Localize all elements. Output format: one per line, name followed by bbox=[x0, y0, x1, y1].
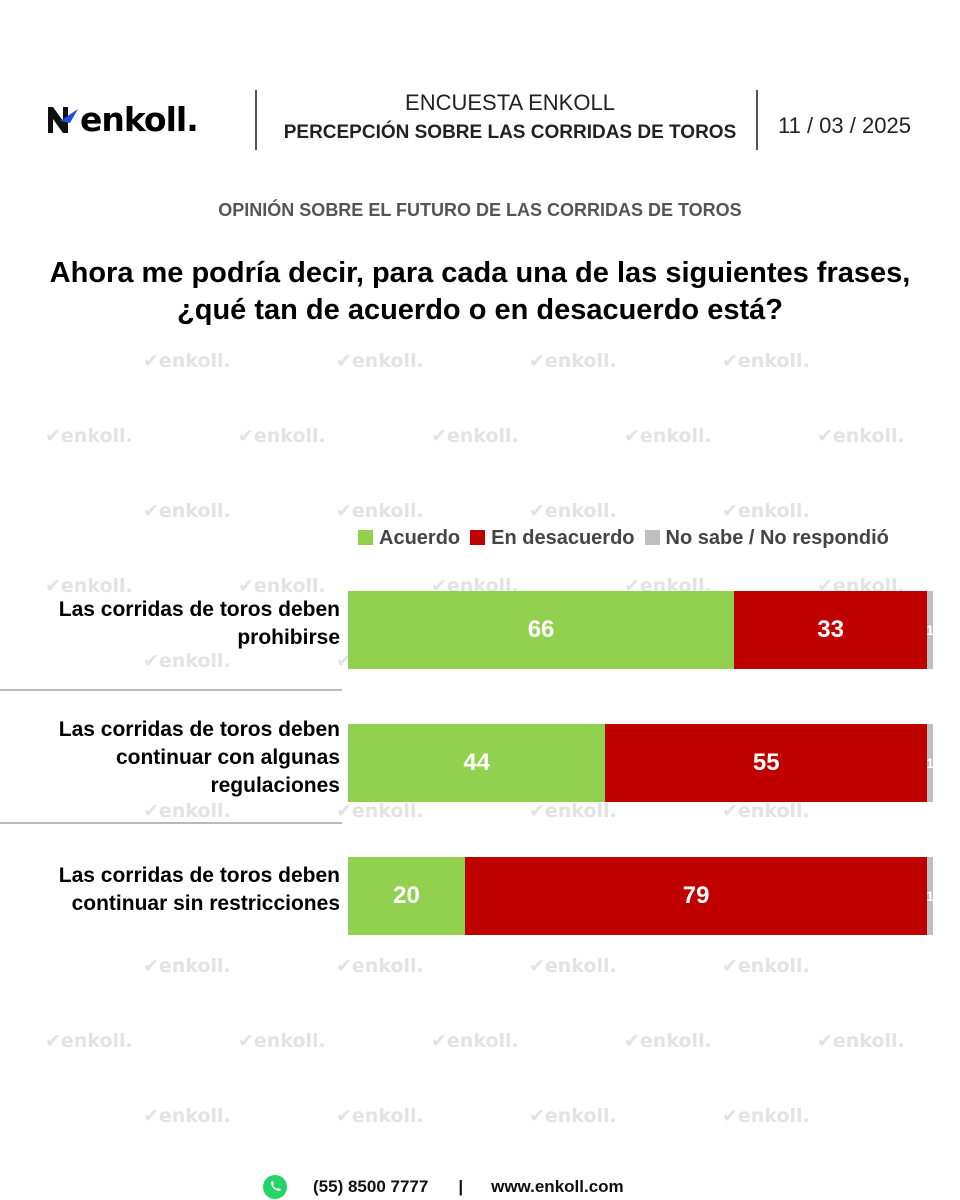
watermark-logo: ✔enkoll. bbox=[624, 425, 712, 447]
row-separator bbox=[0, 822, 342, 824]
legend-swatch bbox=[358, 530, 373, 545]
logo-mark-icon bbox=[48, 106, 78, 133]
bar-segment-acuerdo: 20 bbox=[348, 857, 465, 935]
watermark-logo: ✔enkoll. bbox=[722, 955, 810, 977]
enkoll-logo: enkoll. bbox=[46, 100, 199, 139]
watermark-logo: ✔enkoll. bbox=[722, 800, 810, 822]
watermark-logo: ✔enkoll. bbox=[336, 500, 424, 522]
watermark-logo: ✔enkoll. bbox=[143, 650, 231, 672]
category-label: Las corridas de toros deben continuar co… bbox=[58, 718, 340, 797]
divider bbox=[756, 90, 758, 150]
watermark-logo: ✔enkoll. bbox=[431, 425, 519, 447]
watermark-logo: ✔enkoll. bbox=[529, 500, 617, 522]
watermark-logo: ✔enkoll. bbox=[143, 800, 231, 822]
survey-name: ENCUESTA ENKOLL bbox=[405, 90, 615, 115]
data-label: 1 bbox=[926, 888, 934, 904]
question-text: Ahora me podría decir, para cada una de … bbox=[49, 257, 911, 326]
data-label: 55 bbox=[752, 749, 780, 776]
chart-subtitle: OPINIÓN SOBRE EL FUTURO DE LAS CORRIDAS … bbox=[218, 200, 742, 220]
data-label: 66 bbox=[527, 616, 555, 643]
bar-segment-acuerdo: 66 bbox=[348, 591, 735, 669]
legend-swatch bbox=[644, 530, 660, 545]
watermark-logo: ✔enkoll. bbox=[722, 500, 810, 522]
survey-date: 11 / 03 / 2025 bbox=[778, 113, 911, 138]
watermark-logo: ✔enkoll. bbox=[45, 425, 133, 447]
data-label: 1 bbox=[926, 755, 934, 771]
footer-separator: | bbox=[458, 1177, 464, 1196]
watermark-logo: ✔enkoll. bbox=[336, 800, 424, 822]
bar-segment-desacuerdo: 79 bbox=[465, 857, 928, 935]
divider bbox=[255, 90, 257, 150]
legend: Acuerdo En desacuerdo No sabe / No respo… bbox=[358, 527, 889, 550]
watermark-logo: ✔enkoll. bbox=[238, 1030, 326, 1052]
category-label: Las corridas de toros deben continuar si… bbox=[58, 864, 340, 915]
legend-item-nosabe: No sabe / No respondió bbox=[644, 527, 889, 550]
watermark-logo: ✔enkoll. bbox=[143, 1105, 231, 1127]
footer: (55) 8500 7777 | www.enkoll.com bbox=[262, 1174, 624, 1200]
bar-segment-no-sabe: 1 bbox=[926, 591, 934, 669]
legend-label: No sabe / No respondió bbox=[665, 527, 889, 549]
watermark-logo: ✔enkoll. bbox=[529, 350, 617, 372]
legend-swatch bbox=[470, 530, 486, 545]
bar-segment-no-sabe: 1 bbox=[926, 857, 934, 935]
website-link[interactable]: www.enkoll.com bbox=[491, 1177, 624, 1196]
logo-text: enkoll. bbox=[80, 100, 199, 139]
watermark-logo: ✔enkoll. bbox=[143, 955, 231, 977]
bar-segment-no-sabe: 1 bbox=[926, 724, 934, 802]
watermark-logo: ✔enkoll. bbox=[238, 425, 326, 447]
watermark-logo: ✔enkoll. bbox=[336, 955, 424, 977]
watermark-logo: ✔enkoll. bbox=[817, 425, 905, 447]
watermark-logo: ✔enkoll. bbox=[45, 575, 133, 597]
watermark-logo: ✔enkoll. bbox=[624, 1030, 712, 1052]
watermark-logo: ✔enkoll. bbox=[722, 350, 810, 372]
whatsapp-icon bbox=[263, 1175, 287, 1199]
category-label: Las corridas de toros deben prohibirse bbox=[58, 598, 340, 649]
data-label: 1 bbox=[926, 622, 934, 638]
watermark-logo: ✔enkoll. bbox=[143, 500, 231, 522]
legend-label: Acuerdo bbox=[379, 527, 461, 549]
bar-segment-desacuerdo: 33 bbox=[734, 591, 928, 669]
watermark-logo: ✔enkoll. bbox=[529, 955, 617, 977]
data-label: 20 bbox=[393, 882, 420, 909]
watermark-logo: ✔enkoll. bbox=[238, 575, 326, 597]
watermark-logo: ✔enkoll. bbox=[722, 1105, 810, 1127]
watermark-logo: ✔enkoll. bbox=[336, 1105, 424, 1127]
watermark-logo: ✔enkoll. bbox=[529, 800, 617, 822]
data-label: 79 bbox=[682, 882, 710, 909]
watermark-logo: ✔enkoll. bbox=[45, 1030, 133, 1052]
bar-segment-acuerdo: 44 bbox=[348, 724, 606, 802]
data-label: 33 bbox=[817, 616, 844, 643]
watermark-logo: ✔enkoll. bbox=[817, 1030, 905, 1052]
legend-item-acuerdo: Acuerdo bbox=[358, 527, 460, 550]
data-label: 44 bbox=[463, 749, 491, 776]
bar-segment-desacuerdo: 55 bbox=[605, 724, 928, 802]
watermark-logo: ✔enkoll. bbox=[529, 1105, 617, 1127]
watermark-logo: ✔enkoll. bbox=[431, 1030, 519, 1052]
survey-title: PERCEPCIÓN SOBRE LAS CORRIDAS DE TOROS bbox=[283, 122, 737, 143]
watermark-logo: ✔enkoll. bbox=[143, 350, 231, 372]
row-separator bbox=[0, 689, 342, 691]
legend-item-desacuerdo: En desacuerdo bbox=[470, 527, 635, 550]
legend-label: En desacuerdo bbox=[491, 527, 635, 549]
watermark-logo: ✔enkoll. bbox=[336, 350, 424, 372]
phone-number: (55) 8500 7777 bbox=[313, 1177, 429, 1196]
